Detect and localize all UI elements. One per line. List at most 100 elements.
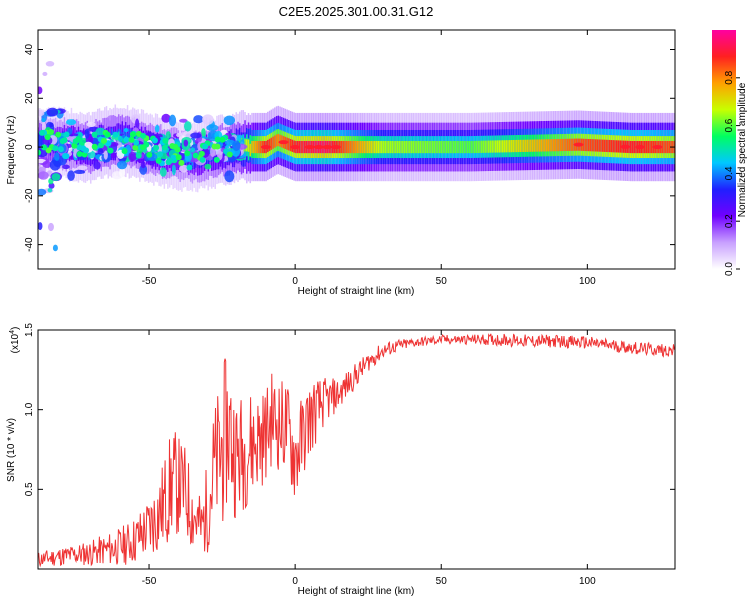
spectrogram-blob <box>179 118 188 123</box>
spectrogram-blob <box>224 170 235 183</box>
spectrogram-cell <box>349 140 351 154</box>
spectrogram-cell <box>509 140 511 153</box>
spectrogram-cell <box>382 140 385 154</box>
spectrogram-blob <box>51 173 61 181</box>
spectrogram-cell <box>414 140 416 154</box>
spectrogram-cell <box>440 140 443 154</box>
spectrogram-peak <box>161 144 168 151</box>
spectrogram-cell <box>351 140 353 154</box>
spectrogram-cell <box>363 140 365 154</box>
spectrogram-blob <box>45 61 55 67</box>
colorbar-ticks: 0.0 0.2 0.4 0.6 0.8 <box>724 70 740 276</box>
colorbar: 0.0 0.2 0.4 0.6 0.8 Normalized spectral ampl… <box>712 30 748 276</box>
spectrogram-blob <box>184 121 192 132</box>
spectrogram-cell <box>487 140 490 153</box>
spectrogram-cell <box>547 139 550 152</box>
spectrogram-cell <box>442 140 444 154</box>
spectrogram-peak <box>184 150 191 157</box>
spectrogram-cell <box>489 140 492 153</box>
spectrogram-cell <box>493 140 495 153</box>
spectrogram-blob <box>234 163 242 169</box>
spectrogram-cell <box>260 140 262 154</box>
spectrogram-cell <box>663 140 665 154</box>
spectrogram-cell <box>367 140 369 154</box>
spectrogram-cell <box>340 140 343 154</box>
spectrogram-blob <box>38 188 47 196</box>
spectrogram-cell <box>272 136 274 149</box>
spectrogram-cell <box>549 139 551 152</box>
spectrogram-hotspot <box>573 142 584 147</box>
spectrogram-peak <box>165 159 172 166</box>
spectrogram-cell <box>519 139 522 153</box>
spectrogram-blob <box>201 128 206 139</box>
bottom-y-tick-label: 0.5 <box>24 482 35 496</box>
spectrogram-cell <box>40 136 43 149</box>
spectrogram-blob <box>54 152 60 161</box>
spectrogram-cell <box>587 138 590 152</box>
spectrogram-cell <box>584 138 586 152</box>
spectrogram-cell <box>589 139 592 152</box>
spectrogram-hotspot <box>304 145 315 150</box>
spectrogram-cell <box>412 140 415 154</box>
spectrogram-blob <box>38 222 43 231</box>
spectrogram-cell <box>384 140 387 154</box>
spectrogram-cell <box>596 139 599 152</box>
spectrogram-cell <box>651 140 653 154</box>
spectrogram-peak <box>178 159 185 166</box>
spectrogram-blob <box>38 171 49 180</box>
spectrogram-cell <box>486 140 488 153</box>
spectrogram-cell <box>521 139 523 152</box>
spectrogram-cell <box>435 140 437 154</box>
spectrogram-cell <box>347 140 350 154</box>
spectrogram-cell <box>512 140 515 153</box>
spectrogram-peak <box>172 143 179 150</box>
spectrogram-peak <box>139 144 146 151</box>
top-x-tick-label: -50 <box>142 276 157 287</box>
spectrogram-peak <box>48 128 55 135</box>
spectrogram-cell <box>368 140 371 154</box>
spectrogram-peak <box>55 131 62 138</box>
spectrogram-cell <box>247 139 250 152</box>
spectrogram-cell <box>566 138 569 151</box>
spectrogram-cell <box>302 140 304 154</box>
spectrogram-cell <box>251 140 253 154</box>
spectrogram-cell <box>607 139 609 153</box>
colorbar-tick-label: 0.4 <box>724 166 735 180</box>
spectrogram-cell <box>472 140 474 154</box>
spectrogram-cell <box>419 140 422 154</box>
spectrogram-cell <box>542 139 544 152</box>
top-y-tick-label: -40 <box>24 237 35 252</box>
spectrogram-blob <box>49 159 61 171</box>
bottom-x-tick-label: 0 <box>292 576 298 587</box>
spectrogram-cell <box>445 140 448 154</box>
spectrogram-cell <box>479 140 481 153</box>
spectrogram-cell <box>451 140 453 154</box>
spectrogram-cell <box>303 140 306 154</box>
spectrogram-cell <box>388 140 390 154</box>
top-x-axis-label: Height of straight line (km) <box>298 286 415 297</box>
spectrogram-blob <box>117 135 123 142</box>
spectrogram-cell <box>603 139 606 152</box>
spectrogram-peak <box>112 131 119 138</box>
spectrogram-cell <box>365 140 367 154</box>
spectrogram-cell <box>454 140 457 154</box>
spectrogram-blob <box>52 244 58 252</box>
spectrogram-cell <box>531 139 534 152</box>
spectrogram-cell <box>449 140 451 154</box>
spectrogram-peak <box>76 151 83 158</box>
spectrogram-cell <box>484 140 486 153</box>
spectrogram-cell <box>601 139 604 152</box>
bottom-y-tick-label: 1.5 <box>24 323 35 337</box>
spectrogram-cell <box>633 140 635 154</box>
spectrogram-blob <box>47 222 54 232</box>
spectrogram-cell <box>665 140 667 154</box>
spectrogram-cell <box>540 139 543 152</box>
spectrogram-blob <box>84 128 90 139</box>
top-x-tick-label: 0 <box>292 276 298 287</box>
spectrogram-cell <box>594 139 597 152</box>
spectrogram-cell <box>523 139 525 152</box>
spectrogram-blob <box>139 164 148 175</box>
spectrogram-cell <box>463 140 465 154</box>
spectrogram-cell <box>524 139 527 152</box>
spectrogram-cell <box>381 140 383 154</box>
